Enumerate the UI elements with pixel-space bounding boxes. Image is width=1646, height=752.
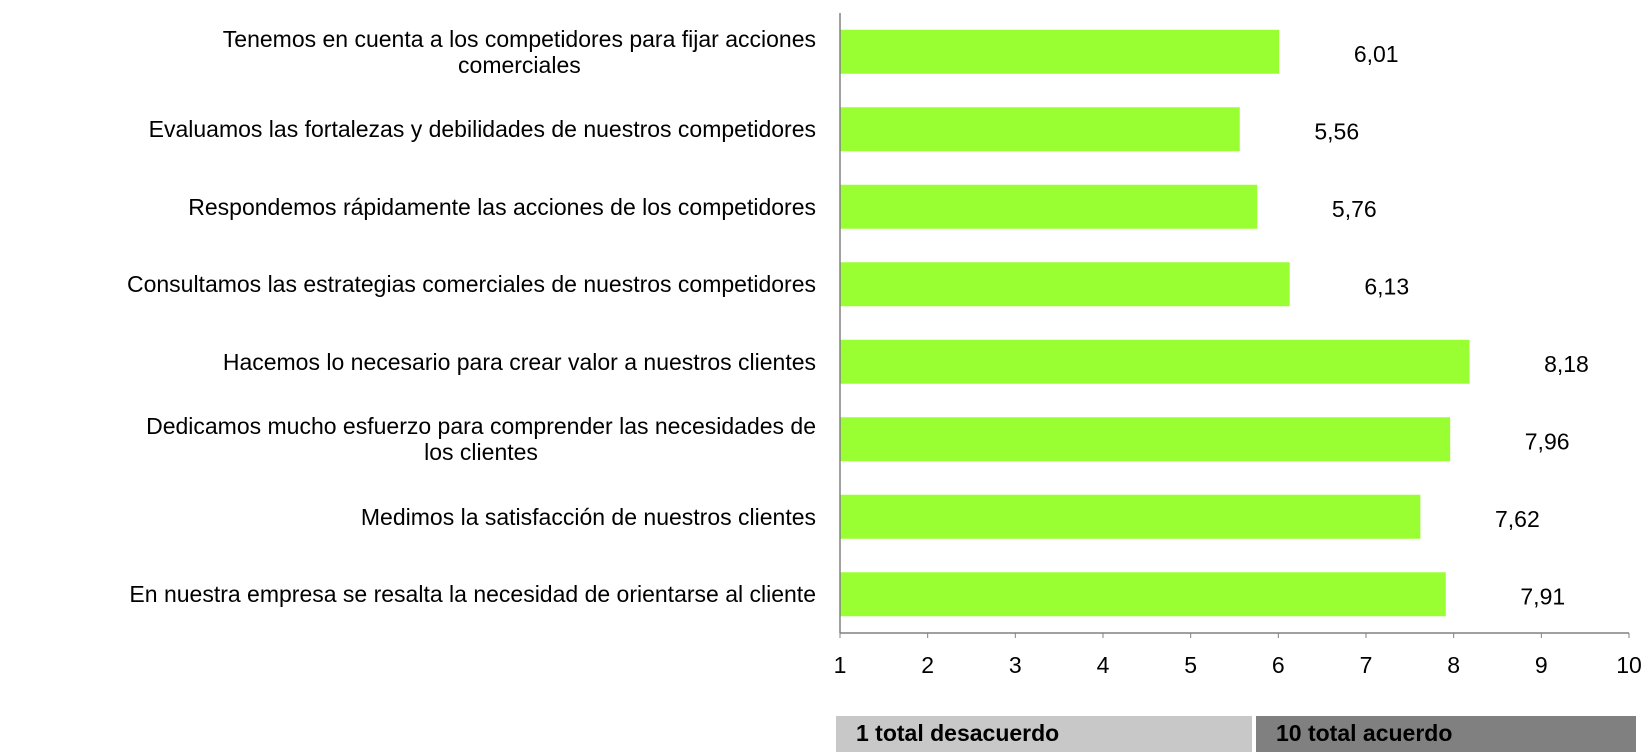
- category-label: Evaluamos las fortalezas y debilidades d…: [148, 116, 816, 143]
- bar: [840, 417, 1451, 462]
- bar: [840, 262, 1290, 307]
- category-label: Hacemos lo necesario para crear valor a …: [222, 348, 816, 375]
- category-label: En nuestra empresa se resalta la necesid…: [129, 581, 816, 608]
- value-label: 6,01: [1354, 41, 1399, 67]
- category-label: Medimos la satisfacción de nuestros clie…: [360, 503, 816, 530]
- legend-text: 1 total desacuerdo: [856, 720, 1059, 746]
- x-tick-label: 4: [1097, 652, 1110, 678]
- value-label: 7,91: [1520, 583, 1565, 609]
- x-tick-label: 1: [834, 652, 847, 678]
- legend-text: 10 total acuerdo: [1276, 720, 1452, 746]
- x-tick-label: 6: [1272, 652, 1285, 678]
- bar: [840, 339, 1470, 384]
- value-label: 6,13: [1364, 273, 1409, 299]
- value-label: 7,96: [1525, 428, 1570, 454]
- value-label: 5,76: [1332, 196, 1377, 222]
- x-tick-label: 9: [1535, 652, 1548, 678]
- category-label: Dedicamos mucho esfuerzo para comprender…: [146, 413, 816, 466]
- x-tick-label: 10: [1616, 652, 1642, 678]
- x-tick-label: 3: [1009, 652, 1022, 678]
- category-label: Respondemos rápidamente las acciones de …: [188, 193, 816, 220]
- legend-box: [1256, 716, 1636, 752]
- x-tick-label: 2: [921, 652, 934, 678]
- value-label: 7,62: [1495, 506, 1540, 532]
- value-label: 5,56: [1314, 118, 1359, 144]
- bar: [840, 29, 1280, 74]
- value-label: 8,18: [1544, 351, 1589, 377]
- bar: [840, 184, 1258, 229]
- bar: [840, 107, 1240, 152]
- legend-box: [836, 716, 1252, 752]
- bar: [840, 494, 1421, 539]
- x-tick-label: 5: [1184, 652, 1197, 678]
- x-tick-label: 8: [1447, 652, 1460, 678]
- category-label: Consultamos las estrategias comerciales …: [126, 271, 816, 298]
- bar: [840, 572, 1446, 617]
- category-label: Tenemos en cuenta a los competidores par…: [222, 25, 816, 78]
- x-tick-label: 7: [1360, 652, 1373, 678]
